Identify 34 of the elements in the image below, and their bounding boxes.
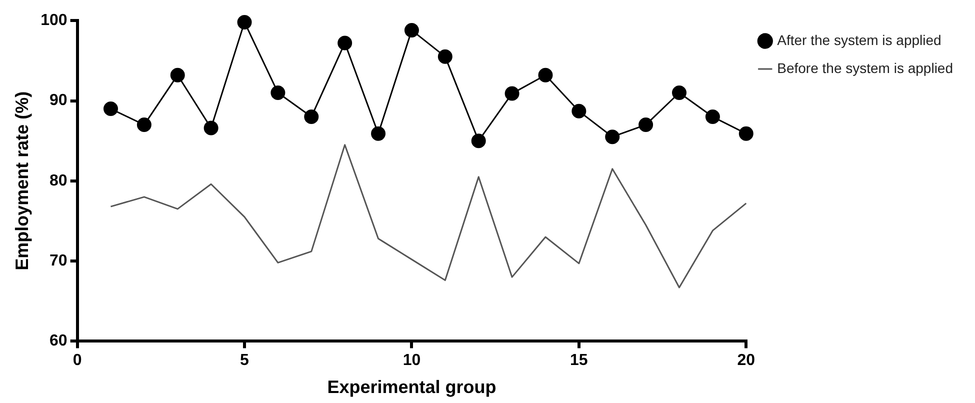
point [270, 85, 286, 100]
point [738, 126, 754, 141]
point [371, 126, 386, 141]
point [638, 118, 654, 132]
x-tick-label: 15 [570, 352, 588, 370]
y-tick-label: 60 [50, 332, 68, 350]
point [103, 102, 118, 116]
y-tick-label: 90 [50, 92, 68, 110]
point [705, 110, 720, 124]
x-tick-label: 5 [240, 352, 250, 370]
point [672, 85, 686, 100]
point [404, 22, 419, 38]
point [438, 49, 452, 64]
point [504, 86, 520, 101]
x-tick-label: 10 [402, 352, 421, 370]
point [170, 68, 185, 82]
point [304, 110, 319, 124]
y-axis-title: Employment rate (%) [12, 91, 32, 270]
point [204, 120, 218, 136]
y-tick-label: 100 [40, 12, 68, 30]
point [538, 68, 553, 82]
legend-label: After the system is applied [777, 32, 942, 48]
point [136, 118, 152, 132]
point [338, 36, 352, 50]
point [471, 134, 486, 148]
point [237, 14, 252, 30]
x-tick-label: 0 [72, 352, 82, 370]
y-tick-label: 80 [50, 172, 68, 190]
point [605, 130, 620, 144]
y-tick-label: 70 [50, 252, 68, 270]
legend-label: Before the system is applied [777, 60, 954, 76]
x-tick-label: 20 [737, 352, 756, 370]
point [572, 104, 586, 118]
x-axis-title: Experimental group [327, 377, 496, 398]
